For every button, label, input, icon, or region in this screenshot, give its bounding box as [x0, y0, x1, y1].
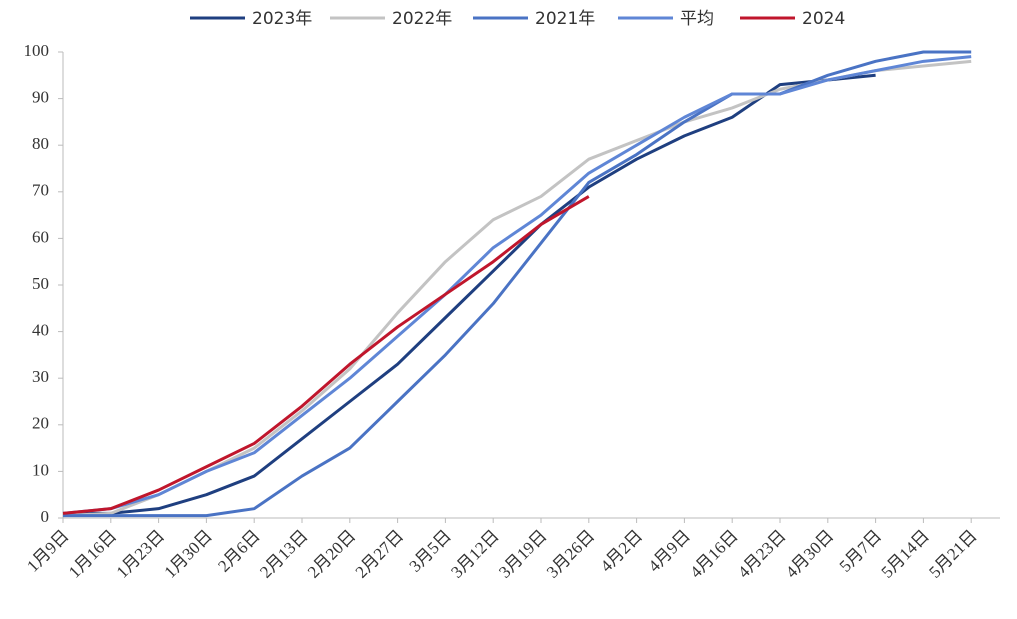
legend-label: 2023年: [252, 9, 312, 29]
x-tick-label: 5月21日: [925, 526, 981, 582]
y-tick-label: 90: [32, 88, 49, 107]
x-tick-label: 2月13日: [256, 526, 312, 582]
x-tick-label: 4月30日: [782, 526, 838, 582]
x-tick-label: 3月26日: [543, 526, 599, 582]
y-tick-label: 60: [32, 227, 49, 246]
y-tick-label: 30: [32, 367, 49, 386]
x-tick-label: 3月19日: [495, 526, 551, 582]
y-tick-label: 10: [32, 460, 49, 479]
x-tick-label: 2月20日: [304, 526, 360, 582]
x-tick-label: 5月14日: [877, 526, 933, 582]
x-tick-label: 4月2日: [597, 526, 646, 575]
x-tick-label: 4月16日: [686, 526, 742, 582]
y-tick-label: 20: [32, 414, 49, 433]
legend-label: 2022年: [392, 9, 452, 29]
legend-label: 2021年: [535, 9, 595, 29]
x-tick-label: 1月16日: [65, 526, 121, 582]
series-line: [63, 73, 876, 515]
series-line: [62, 55, 972, 515]
y-tick-label: 50: [32, 274, 49, 293]
series-line: [62, 195, 590, 515]
x-tick-label: 3月12日: [447, 526, 503, 582]
y-tick-label: 100: [24, 41, 50, 60]
y-tick-label: 70: [32, 181, 49, 200]
series-line: [62, 59, 972, 518]
x-tick-label: 2月27日: [352, 526, 408, 582]
y-tick-label: 40: [32, 321, 49, 340]
y-tick-label: 80: [32, 134, 49, 153]
series-line: [63, 50, 972, 518]
x-tick-label: 1月23日: [113, 526, 169, 582]
x-tick-label: 4月23日: [734, 526, 790, 582]
legend-label: 2024: [802, 9, 845, 29]
x-tick-label: 1月30日: [160, 526, 216, 582]
legend-label: 平均: [680, 9, 714, 29]
y-tick-label: 0: [41, 507, 50, 526]
